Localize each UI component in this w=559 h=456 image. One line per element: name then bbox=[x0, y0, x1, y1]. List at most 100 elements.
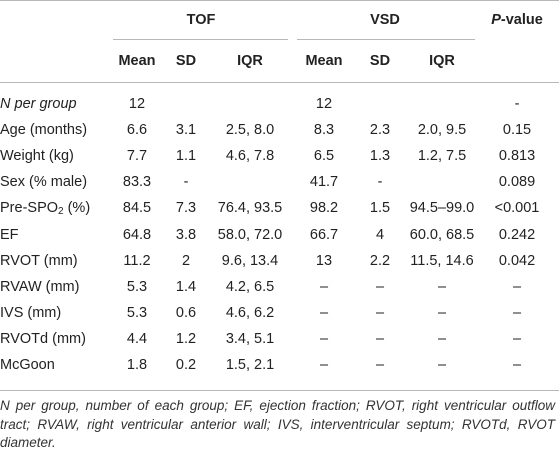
header-rule bbox=[0, 82, 559, 83]
tof-iqr-cell: 2.5, 8.0 bbox=[225, 122, 275, 139]
vsd-sd-cell: 2.3 bbox=[369, 122, 391, 139]
row-label: EF bbox=[0, 226, 19, 244]
row-label: Weight (kg) bbox=[0, 147, 74, 165]
row-label: Pre-SPO2 (%) bbox=[0, 199, 90, 221]
pvalue-cell: 0.042 bbox=[498, 252, 536, 269]
row-label-text: N per group bbox=[0, 96, 77, 112]
tof-iqr-cell: 58.0, 72.0 bbox=[217, 226, 283, 243]
tof-mean-cell: 6.6 bbox=[126, 122, 148, 139]
pvalue-cell: – bbox=[512, 357, 522, 373]
tof-sd-cell: 3.8 bbox=[175, 226, 197, 243]
vsd-sd-cell: 1.3 bbox=[369, 148, 391, 165]
row-label: McGoon bbox=[0, 356, 55, 374]
row-label-text: Weight (kg) bbox=[0, 148, 74, 165]
vsd-sd-cell: – bbox=[375, 304, 385, 321]
row-label-text: RVOTd (mm) bbox=[0, 330, 86, 347]
vsd-mean-cell: 8.3 bbox=[313, 122, 335, 139]
vsd-mean-cell: 41.7 bbox=[309, 174, 339, 191]
tof-sd-cell: 0.6 bbox=[175, 304, 197, 321]
pvalue-cell: – bbox=[512, 278, 522, 295]
pvalue-cell: <0.001 bbox=[494, 200, 540, 217]
vsd-sd-cell: 4 bbox=[375, 226, 385, 243]
tof-mean-cell: 64.8 bbox=[122, 226, 152, 243]
vsd-group-rule bbox=[297, 39, 475, 40]
tof-sd-cell: 1.4 bbox=[175, 278, 197, 295]
tof-mean-header: Mean bbox=[118, 53, 156, 69]
vsd-sd-header: SD bbox=[369, 53, 391, 69]
vsd-iqr-cell: 2.0, 9.5 bbox=[417, 122, 467, 139]
vsd-mean-cell: – bbox=[319, 278, 329, 295]
row-label-text: RVAW (mm) bbox=[0, 278, 80, 295]
vsd-sd-cell: 2.2 bbox=[369, 252, 391, 269]
row-label: RVOT (mm) bbox=[0, 252, 78, 270]
vsd-iqr-cell: – bbox=[437, 304, 447, 321]
row-label: RVAW (mm) bbox=[0, 278, 79, 296]
vsd-sd-cell: – bbox=[375, 357, 385, 373]
vsd-iqr-cell: 60.0, 68.5 bbox=[409, 226, 475, 243]
tof-sd-header: SD bbox=[175, 53, 197, 69]
tof-mean-cell: 1.8 bbox=[126, 357, 148, 373]
pvalue-cell: 0.242 bbox=[498, 226, 536, 243]
table-bottom-rule bbox=[0, 390, 559, 391]
pvalue-cell: – bbox=[512, 304, 522, 321]
vsd-iqr-cell: – bbox=[437, 357, 447, 373]
tof-iqr-cell: 76.4, 93.5 bbox=[217, 200, 283, 217]
row-label-text: EF bbox=[0, 226, 19, 243]
pvalue-cell: – bbox=[512, 330, 522, 347]
tof-sd-cell: - bbox=[183, 174, 189, 191]
tof-iqr-cell: 4.6, 7.8 bbox=[225, 148, 275, 165]
vsd-iqr-cell: – bbox=[437, 278, 447, 295]
row-label-text: RVOT (mm) bbox=[0, 252, 78, 269]
row-label: IVS (mm) bbox=[0, 304, 61, 322]
tof-mean-cell: 5.3 bbox=[126, 304, 148, 321]
vsd-mean-header: Mean bbox=[305, 53, 343, 69]
tof-sd-cell: 1.2 bbox=[175, 330, 197, 347]
vsd-mean-cell: – bbox=[319, 357, 329, 373]
tof-mean-cell: 83.3 bbox=[122, 174, 152, 191]
vsd-mean-cell: – bbox=[319, 330, 329, 347]
group-header-vsd: VSD bbox=[370, 12, 400, 28]
tof-sd-cell: 2 bbox=[181, 252, 191, 269]
row-label: Age (months) bbox=[0, 121, 87, 139]
vsd-sd-cell: - bbox=[377, 174, 383, 191]
row-label-text: Pre-SPO bbox=[0, 200, 59, 217]
row-label: Sex (% male) bbox=[0, 173, 87, 191]
vsd-iqr-cell: 1.2, 7.5 bbox=[417, 148, 467, 165]
table-footnote: N per group, number of each group; EF, e… bbox=[0, 398, 555, 450]
tof-sd-cell: 3.1 bbox=[175, 122, 197, 139]
pvalue-cell: 0.089 bbox=[498, 174, 536, 191]
vsd-iqr-header: IQR bbox=[429, 53, 455, 69]
group-header-tof: TOF bbox=[186, 12, 216, 28]
pvalue-p-letter: P bbox=[491, 12, 501, 28]
vsd-iqr-cell: 11.5, 14.6 bbox=[410, 252, 474, 269]
row-label: RVOTd (mm) bbox=[0, 330, 86, 348]
row-label-text: Sex (% male) bbox=[0, 174, 88, 191]
vsd-sd-cell: – bbox=[375, 330, 385, 347]
vsd-iqr-cell: – bbox=[437, 330, 447, 347]
vsd-mean-cell: 13 bbox=[315, 252, 333, 269]
vsd-mean-cell: – bbox=[319, 304, 329, 321]
tof-sd-cell: 7.3 bbox=[175, 200, 197, 217]
pvalue-cell: - bbox=[514, 96, 520, 112]
vsd-mean-cell: 12 bbox=[315, 96, 333, 112]
tof-iqr-cell: 4.6, 6.2 bbox=[225, 304, 275, 321]
row-label-subscript: 2 bbox=[58, 206, 64, 218]
tof-mean-cell: 4.4 bbox=[126, 330, 148, 347]
tof-iqr-cell: 1.5, 2.1 bbox=[225, 357, 275, 373]
pvalue-cell: 0.15 bbox=[502, 122, 532, 139]
vsd-mean-cell: 98.2 bbox=[309, 200, 339, 217]
pvalue-suffix: -value bbox=[500, 12, 543, 28]
vsd-iqr-cell: 94.5–99.0 bbox=[409, 200, 475, 217]
row-label-unit: (%) bbox=[63, 200, 91, 217]
tof-mean-cell: 12 bbox=[128, 96, 146, 112]
vsd-sd-cell: – bbox=[375, 278, 385, 295]
table-top-rule bbox=[0, 0, 559, 1]
vsd-sd-cell: 1.5 bbox=[369, 200, 391, 217]
tof-iqr-cell: 3.4, 5.1 bbox=[225, 330, 275, 347]
vsd-mean-cell: 6.5 bbox=[313, 148, 335, 165]
row-label: N per group bbox=[0, 95, 77, 113]
row-label-text: IVS (mm) bbox=[0, 304, 62, 321]
tof-sd-cell: 0.2 bbox=[175, 357, 197, 373]
group-header-pvalue: P-value bbox=[491, 11, 543, 29]
